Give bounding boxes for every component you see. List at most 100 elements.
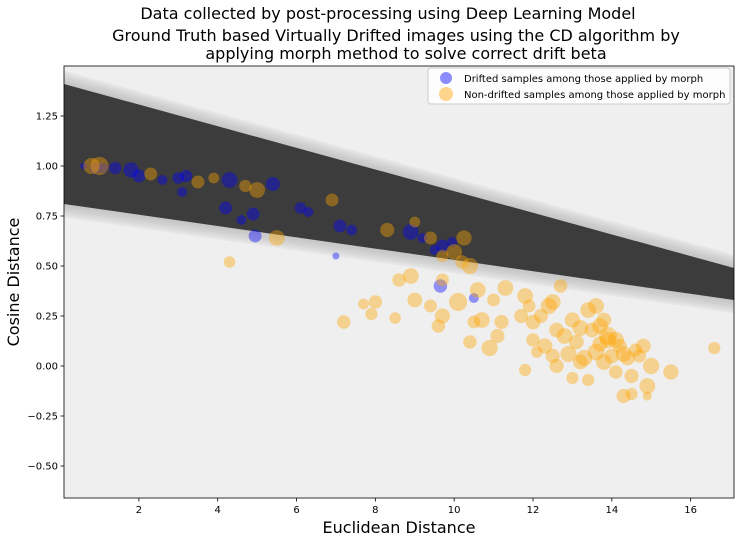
non-drifted-point — [545, 348, 560, 364]
drifted-point — [294, 202, 307, 214]
non-drifted-point — [560, 345, 577, 363]
non-drifted-point — [625, 387, 638, 401]
x-axis-ticks: 2 4 6 8 10 12 14 16 — [136, 498, 697, 516]
drifted-point — [219, 201, 233, 215]
non-drifted-point — [580, 302, 597, 318]
non-drifted-point — [531, 346, 543, 358]
legend-marker-drifted — [440, 72, 452, 84]
drifted-point — [123, 162, 139, 178]
drifted-point — [468, 293, 479, 303]
non-drifted-point — [424, 299, 437, 313]
non-drifted-point — [424, 231, 437, 245]
non-drifted-point — [223, 256, 236, 268]
drifted-point — [447, 237, 458, 247]
non-drifted-point — [708, 341, 721, 355]
non-drifted-point — [592, 336, 608, 352]
band-core — [64, 84, 734, 300]
drifted-point — [346, 224, 358, 236]
y-tick-label: 0.75 — [36, 212, 58, 223]
drifted-point — [221, 172, 238, 188]
non-drifted-point — [598, 326, 618, 346]
x-axis-label: Euclidean Distance — [323, 518, 476, 537]
non-drifted-point — [564, 312, 581, 328]
legend: Drifted samples among those applied by m… — [427, 67, 731, 105]
non-drifted-point — [596, 354, 612, 370]
chart-title-line-2: applying morph method to solve correct d… — [205, 44, 606, 63]
y-axis-ticks: −0.50 −0.25 0.00 0.25 0.50 0.75 1.00 1.25 — [27, 112, 64, 473]
non-drifted-point — [249, 182, 265, 198]
drifted-point — [417, 233, 428, 243]
non-drifted-point — [461, 257, 479, 275]
non-drifted-point — [540, 297, 557, 315]
plot-frame — [63, 65, 735, 499]
drifted-point — [248, 229, 262, 243]
non-drifted-point — [208, 172, 220, 184]
x-tick-label: 6 — [293, 505, 299, 516]
x-tick-label: 4 — [215, 505, 221, 516]
y-tick-label: −0.50 — [27, 462, 58, 473]
non-drifted-point — [490, 328, 505, 344]
non-drifted-point — [431, 319, 446, 333]
non-drifted-point — [325, 193, 339, 207]
x-tick-label: 8 — [372, 505, 378, 516]
y-tick-label: 1.00 — [36, 162, 58, 173]
x-tick-label: 16 — [684, 505, 697, 516]
drifted-point — [433, 279, 448, 293]
drifted-point — [89, 161, 102, 175]
drifted-point — [435, 239, 449, 253]
non-drifted-point — [463, 335, 477, 349]
non-drifted-point — [337, 315, 351, 329]
figure-suptitle: Data collected by post-processing using … — [140, 4, 635, 23]
non-drifted-point — [599, 331, 617, 349]
non-drifted-point — [663, 364, 679, 380]
non-drifted-point — [572, 320, 589, 336]
non-drifted-point — [436, 249, 449, 263]
non-drifted-point — [604, 348, 620, 364]
non-drifted-point — [582, 373, 595, 387]
drifted-point — [265, 176, 280, 192]
non-drifted-point — [389, 312, 401, 324]
drifted-point — [333, 219, 347, 233]
non-drifted-point — [467, 315, 481, 329]
y-tick-label: 0.25 — [36, 312, 58, 323]
non-drifted-point — [368, 295, 383, 309]
non-drifted-point — [639, 378, 656, 394]
non-drifted-point — [596, 312, 612, 328]
y-tick-label: 0.50 — [36, 262, 58, 273]
non-drifted-point — [616, 388, 631, 404]
non-drifted-point — [553, 279, 568, 293]
y-axis-label: Cosine Distance — [4, 218, 23, 347]
drifted-point — [180, 169, 193, 183]
non-drifted-point — [587, 343, 605, 361]
legend-label-drifted: Drifted samples among those applied by m… — [464, 74, 703, 85]
non-drifted-point — [481, 339, 498, 357]
non-drifted-point — [609, 365, 623, 379]
non-drifted-point — [544, 294, 561, 310]
non-drifted-point — [592, 318, 608, 334]
non-drifted-point — [576, 349, 593, 367]
y-tick-label: 0.00 — [36, 362, 58, 373]
x-tick-label: 10 — [448, 505, 461, 516]
non-drifted-point — [569, 334, 584, 350]
confidence-band — [64, 70, 734, 314]
x-tick-label: 14 — [605, 505, 618, 516]
non-drifted-point — [572, 354, 588, 370]
non-drifted-point — [514, 308, 529, 324]
non-drifted-point — [446, 244, 463, 260]
legend-label-non-drifted: Non-drifted samples among those applied … — [464, 90, 725, 101]
non-drifted-point — [435, 273, 449, 287]
non-drifted-point — [588, 298, 604, 314]
non-drifted-point — [636, 338, 651, 354]
non-drifted-point — [268, 230, 285, 246]
legend-box — [427, 67, 731, 105]
non-drifted-point — [522, 299, 536, 313]
non-drifted-point — [620, 350, 635, 366]
non-drifted-point — [456, 230, 472, 246]
non-drifted-point — [494, 314, 509, 330]
non-drifted-point — [566, 371, 579, 385]
non-drifted-point — [469, 282, 486, 298]
non-drifted-point — [525, 314, 541, 330]
non-drifted-point — [144, 167, 158, 181]
x-tick-label: 12 — [527, 505, 540, 516]
